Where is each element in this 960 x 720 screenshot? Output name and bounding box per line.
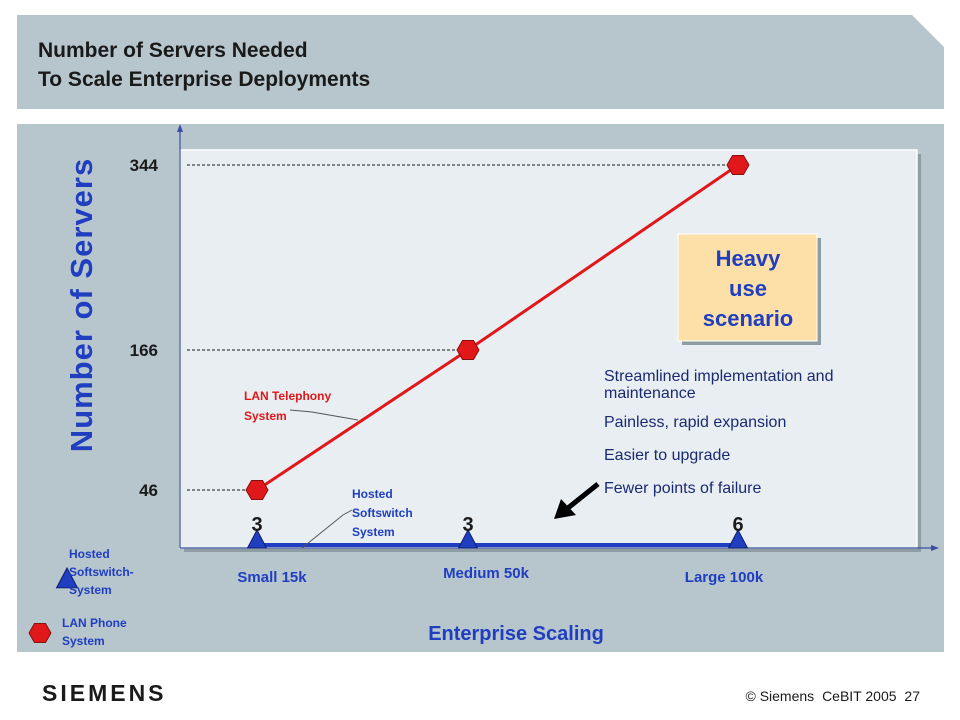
x-tick-label: Small 15k — [237, 569, 307, 586]
plot-area — [179, 149, 918, 549]
copyright-text: © Siemens — [745, 688, 815, 704]
hosted-series-label: Hosted — [352, 487, 393, 501]
legend-hexagon-icon — [28, 623, 52, 643]
y-tick-label: 166 — [130, 341, 158, 360]
callout-text: scenario — [703, 306, 794, 331]
hosted-series-label: Softswitch — [352, 506, 413, 520]
title-bar-corner — [912, 15, 944, 47]
legend-label-hosted: System — [69, 583, 112, 597]
lan-series-label: LAN Telephony — [244, 389, 331, 403]
callout-text: Heavy — [716, 246, 782, 271]
hosted-data-label: 6 — [732, 514, 743, 536]
hosted-point — [246, 528, 268, 549]
benefit-text: Easier to upgrade — [604, 447, 730, 464]
x-tick-label: Medium 50k — [443, 565, 530, 582]
callout-box — [677, 233, 818, 342]
legend-label-hosted: Hosted — [69, 547, 110, 561]
legend-label-lan: LAN Phone — [62, 616, 127, 630]
legend-triangle-icon — [55, 566, 79, 589]
hosted-point — [457, 528, 479, 549]
y-tick-label: 344 — [130, 156, 159, 175]
benefit-text: Fewer points of failure — [604, 480, 762, 497]
pointer-arrow-shaft — [566, 482, 600, 510]
title-line-2: To Scale Enterprise Deployments — [38, 68, 371, 91]
x-axis-title: Enterprise Scaling — [428, 623, 604, 645]
lan-leader-line — [289, 409, 359, 421]
slide-title: Number of Servers Needed To Scale Enterp… — [38, 36, 370, 94]
hosted-leader-line — [301, 509, 353, 549]
lan-point — [456, 340, 480, 360]
title-line-1: Number of Servers Needed — [38, 39, 308, 62]
y-axis-arrow — [177, 124, 183, 132]
siemens-logo: SIEMENS — [42, 680, 167, 706]
title-bar — [17, 15, 944, 109]
lan-point — [726, 155, 750, 175]
lan-series-label: System — [244, 409, 287, 423]
callout-text: use — [729, 276, 767, 301]
benefit-text: Painless, rapid expansion — [604, 414, 786, 431]
hosted-data-label: 3 — [251, 514, 262, 536]
hosted-data-label: 3 — [462, 514, 473, 536]
benefit-text: Streamlined implementation and — [604, 368, 833, 385]
pointer-arrow-head — [554, 499, 576, 519]
hosted-series-label: System — [352, 525, 395, 539]
x-axis-arrow — [931, 545, 939, 551]
footer-copyright: © Siemens CeBIT 2005 27 — [741, 688, 920, 704]
x-tick-label: Large 100k — [685, 569, 764, 586]
page-number: 27 — [904, 688, 920, 704]
legend-label-lan: System — [62, 634, 105, 648]
hosted-point — [727, 528, 749, 549]
y-tick-label: 46 — [139, 481, 158, 500]
legend-label-hosted: Softswitch- — [69, 565, 134, 579]
benefit-text: maintenance — [604, 385, 696, 402]
y-axis-title: Number of Servers — [64, 158, 99, 452]
event-text: CeBIT 2005 — [822, 688, 897, 704]
lan-point — [245, 480, 269, 500]
